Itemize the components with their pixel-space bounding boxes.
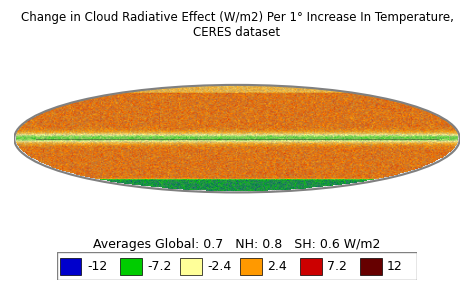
Text: Change in Cloud Radiative Effect (W/m2) Per 1° Increase In Temperature, CERES da: Change in Cloud Radiative Effect (W/m2) … <box>20 11 454 39</box>
Text: -7.2: -7.2 <box>147 260 171 273</box>
Bar <box>60 258 82 275</box>
Bar <box>300 258 322 275</box>
Text: 2.4: 2.4 <box>267 260 287 273</box>
Text: 7.2: 7.2 <box>327 260 347 273</box>
Bar <box>120 258 142 275</box>
Bar <box>360 258 382 275</box>
Bar <box>180 258 201 275</box>
Text: Averages Global: 0.7   NH: 0.8   SH: 0.6 W/m2: Averages Global: 0.7 NH: 0.8 SH: 0.6 W/m… <box>93 238 381 251</box>
FancyBboxPatch shape <box>57 252 417 280</box>
Text: -12: -12 <box>87 260 107 273</box>
Text: -2.4: -2.4 <box>207 260 231 273</box>
Text: 12: 12 <box>387 260 403 273</box>
Bar <box>240 258 262 275</box>
